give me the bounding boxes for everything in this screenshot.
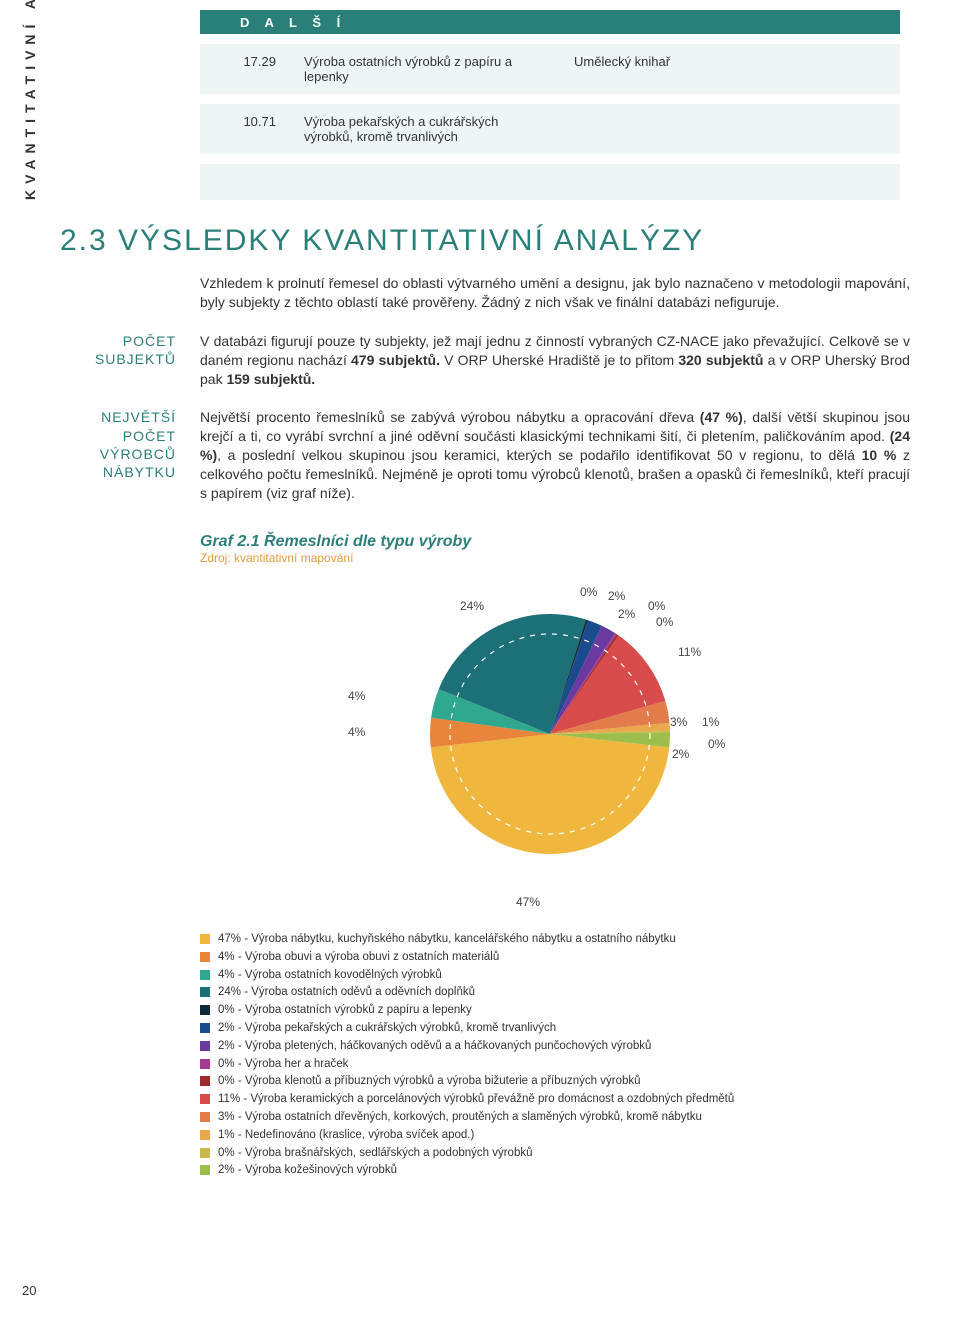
table-header: D A L Š Í — [200, 10, 900, 34]
text-span: Největší procento řemeslníků se zabývá v… — [200, 409, 700, 425]
legend-swatch — [200, 1148, 210, 1158]
pie-callout-label: 3% — [670, 715, 687, 729]
legend-label: 0% - Výroba klenotů a příbuzných výrobků… — [218, 1073, 641, 1091]
chart-title: Graf 2.1 Řemeslníci dle typu výroby — [200, 533, 910, 551]
pie-callout-label: 47% — [516, 895, 540, 909]
side-section-label: KVANTITATIVNÍ ANALÝZA — [22, 0, 38, 200]
legend-swatch — [200, 1094, 210, 1104]
legend-label: 0% - Výroba brašnářských, sedlářských a … — [218, 1145, 533, 1163]
pie-callout-label: 4% — [348, 725, 365, 739]
text-span: , a poslední velkou skupinou jsou kerami… — [217, 447, 862, 463]
pie-callout-label: 4% — [348, 689, 365, 703]
text-span: V ORP Uherské Hradiště je to přitom — [440, 352, 678, 368]
legend-item: 47% - Výroba nábytku, kuchyňského nábytk… — [200, 931, 910, 949]
table-cell-code: 17.29 — [200, 44, 290, 94]
table-row: 10.71 Výroba pekařských a cukrářských vý… — [200, 94, 900, 154]
legend-item: 2% - Výroba kožešinových výrobků — [200, 1162, 910, 1180]
pie-callout-label: 1% — [702, 715, 719, 729]
pie-svg — [230, 569, 870, 919]
pie-callout-label: 2% — [608, 589, 625, 603]
legend-item: 2% - Výroba pletených, háčkovaných oděvů… — [200, 1038, 910, 1056]
legend-label: 4% - Výroba ostatních kovodělných výrobk… — [218, 967, 442, 985]
legend-label: 2% - Výroba pletených, háčkovaných oděvů… — [218, 1038, 651, 1056]
legend-item: 1% - Nedefinováno (kraslice, výroba svíč… — [200, 1127, 910, 1145]
legend-swatch — [200, 952, 210, 962]
pie-callout-label: 0% — [656, 615, 673, 629]
pie-slice — [431, 734, 670, 854]
pie-callout-label: 11% — [678, 645, 701, 659]
legend-swatch — [200, 1023, 210, 1033]
legend-swatch — [200, 1041, 210, 1051]
legend-item: 0% - Výroba brašnářských, sedlářských a … — [200, 1145, 910, 1163]
legend-swatch — [200, 987, 210, 997]
legend-item: 11% - Výroba keramických a porcelánových… — [200, 1091, 910, 1109]
table-cell-desc: Výroba pekařských a cukrářských výrobků,… — [290, 104, 560, 154]
legend-item: 4% - Výroba obuvi a výroba obuvi z ostat… — [200, 949, 910, 967]
legend-item: 24% - Výroba ostatních oděvů a oděvních … — [200, 984, 910, 1002]
data-table: D A L Š Í 17.29 Výroba ostatních výrobků… — [200, 10, 900, 200]
legend-item: 2% - Výroba pekařských a cukrářských výr… — [200, 1020, 910, 1038]
legend-label: 47% - Výroba nábytku, kuchyňského nábytk… — [218, 931, 676, 949]
legend-label: 24% - Výroba ostatních oděvů a oděvních … — [218, 984, 475, 1002]
pie-callout-label: 2% — [618, 607, 635, 621]
chart-legend: 47% - Výroba nábytku, kuchyňského nábytk… — [200, 931, 910, 1180]
legend-swatch — [200, 1076, 210, 1086]
legend-label: 4% - Výroba obuvi a výroba obuvi z ostat… — [218, 949, 499, 967]
bold-span: 320 subjektů — [678, 352, 763, 368]
legend-swatch — [200, 934, 210, 944]
table-cell-note: Umělecký knihař — [560, 44, 900, 94]
table-row — [200, 154, 900, 200]
pie-callout-label: 0% — [648, 599, 665, 613]
pie-callout-label: 0% — [580, 585, 597, 599]
body-paragraph: V databázi figurují pouze ty subjekty, j… — [200, 332, 910, 389]
pie-chart: 24% 0% 2% 2% 0% 0% 11% 4% 4% 3% 1% 0% 2% 47% — [200, 569, 900, 919]
pie-callout-label: 2% — [672, 747, 689, 761]
legend-swatch — [200, 1112, 210, 1122]
legend-swatch — [200, 970, 210, 980]
legend-label: 3% - Výroba ostatních dřevěných, korkový… — [218, 1109, 702, 1127]
bold-span: 159 subjektů. — [226, 371, 315, 387]
legend-label: 0% - Výroba ostatních výrobků z papíru a… — [218, 1002, 472, 1020]
table-cell-desc — [290, 164, 560, 200]
pie-callout-label: 0% — [708, 737, 725, 751]
bold-span: (47 %) — [700, 409, 743, 425]
table-cell-code — [200, 164, 290, 200]
table-cell-code: 10.71 — [200, 104, 290, 154]
legend-label: 11% - Výroba keramických a porcelánových… — [218, 1091, 734, 1109]
legend-swatch — [200, 1165, 210, 1175]
table-cell-note — [560, 164, 900, 200]
body-paragraph: Největší procento řemeslníků se zabývá v… — [200, 408, 910, 502]
legend-label: 2% - Výroba kožešinových výrobků — [218, 1162, 397, 1180]
legend-item: 0% - Výroba ostatních výrobků z papíru a… — [200, 1002, 910, 1020]
legend-swatch — [200, 1059, 210, 1069]
legend-label: 2% - Výroba pekařských a cukrářských výr… — [218, 1020, 556, 1038]
margin-label: NEJVĚTŠÍ POČET VÝROBCŮ NÁBYTKU — [60, 408, 200, 502]
pie-callout-label: 24% — [460, 599, 484, 613]
legend-item: 3% - Výroba ostatních dřevěných, korkový… — [200, 1109, 910, 1127]
table-row: 17.29 Výroba ostatních výrobků z papíru … — [200, 34, 900, 94]
legend-item: 0% - Výroba her a hraček — [200, 1056, 910, 1074]
legend-item: 4% - Výroba ostatních kovodělných výrobk… — [200, 967, 910, 985]
legend-swatch — [200, 1005, 210, 1015]
legend-label: 0% - Výroba her a hraček — [218, 1056, 348, 1074]
page-number: 20 — [22, 1283, 36, 1298]
legend-item: 0% - Výroba klenotů a příbuzných výrobků… — [200, 1073, 910, 1091]
intro-paragraph: Vzhledem k prolnutí řemesel do oblasti v… — [200, 274, 910, 312]
table-cell-note — [560, 104, 900, 154]
legend-label: 1% - Nedefinováno (kraslice, výroba svíč… — [218, 1127, 474, 1145]
margin-label: POČET SUBJEKTŮ — [60, 332, 200, 389]
chart-subtitle: Zdroj: kvantitativní mapování — [200, 551, 910, 565]
bold-span: 10 % — [862, 447, 897, 463]
section-heading: 2.3 VÝSLEDKY KVANTITATIVNÍ ANALÝZY — [60, 224, 910, 258]
bold-span: 479 subjektů. — [351, 352, 440, 368]
table-cell-desc: Výroba ostatních výrobků z papíru a lepe… — [290, 44, 560, 94]
legend-swatch — [200, 1130, 210, 1140]
